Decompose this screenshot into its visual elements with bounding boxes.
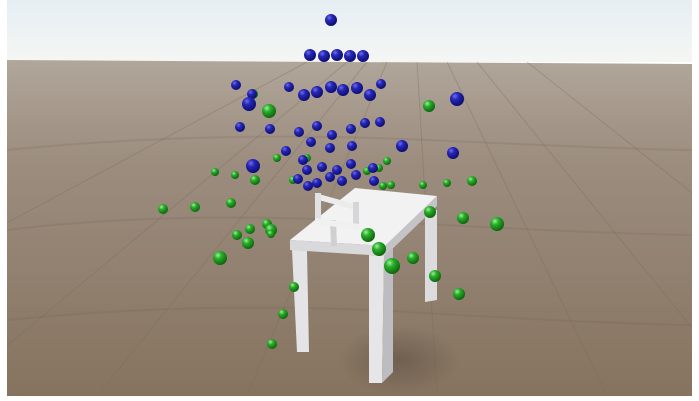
blue-sphere bbox=[318, 50, 330, 62]
green-sphere bbox=[190, 202, 200, 212]
blue-sphere bbox=[369, 176, 379, 186]
blue-sphere bbox=[337, 176, 347, 186]
blue-sphere bbox=[265, 124, 275, 134]
blue-sphere bbox=[231, 80, 241, 90]
bracket-left bbox=[315, 193, 321, 222]
table-leg-side-right bbox=[382, 248, 393, 383]
blue-sphere bbox=[396, 140, 408, 152]
blue-sphere bbox=[246, 159, 260, 173]
blue-sphere bbox=[357, 50, 369, 62]
blue-sphere bbox=[306, 137, 316, 147]
blue-sphere bbox=[312, 178, 322, 188]
green-sphere bbox=[453, 288, 465, 300]
blue-sphere bbox=[325, 81, 337, 93]
blue-sphere bbox=[364, 89, 376, 101]
table-top-side-edge bbox=[385, 196, 437, 256]
green-sphere bbox=[372, 242, 386, 256]
green-sphere bbox=[231, 171, 239, 179]
blue-sphere bbox=[284, 82, 294, 92]
blue-sphere bbox=[376, 79, 386, 89]
game-viewport[interactable] bbox=[7, 0, 692, 396]
green-sphere bbox=[443, 179, 451, 187]
green-sphere bbox=[232, 230, 242, 240]
blue-sphere bbox=[281, 146, 291, 156]
green-sphere bbox=[267, 230, 275, 238]
table-top bbox=[290, 188, 437, 246]
blue-sphere bbox=[311, 86, 323, 98]
blue-sphere bbox=[247, 89, 257, 99]
scene-3d-view[interactable] bbox=[7, 0, 692, 396]
blue-sphere bbox=[317, 162, 327, 172]
green-sphere bbox=[242, 237, 254, 249]
table-leg-front-left bbox=[292, 250, 309, 352]
green-sphere bbox=[250, 175, 260, 185]
blue-sphere bbox=[242, 97, 256, 111]
blue-sphere bbox=[337, 84, 349, 96]
blue-sphere bbox=[303, 181, 313, 191]
green-sphere bbox=[245, 224, 255, 234]
green-sphere bbox=[407, 252, 419, 264]
green-sphere bbox=[423, 100, 435, 112]
green-sphere bbox=[467, 176, 477, 186]
blue-sphere bbox=[325, 14, 337, 26]
green-sphere bbox=[289, 282, 299, 292]
blue-sphere bbox=[331, 49, 343, 61]
blue-sphere bbox=[368, 163, 378, 173]
blue-sphere bbox=[375, 117, 385, 127]
table-leg-back-right bbox=[425, 210, 437, 302]
blue-sphere bbox=[327, 130, 337, 140]
blue-sphere bbox=[304, 49, 316, 61]
blue-sphere bbox=[235, 122, 245, 132]
spheres-layer bbox=[158, 14, 504, 349]
green-sphere bbox=[379, 182, 387, 190]
table-top-front-edge bbox=[290, 240, 385, 256]
bracket-arm bbox=[315, 193, 355, 210]
blue-sphere bbox=[351, 170, 361, 180]
blue-sphere bbox=[450, 92, 464, 106]
table-leg-front-right bbox=[369, 255, 384, 383]
bracket-right bbox=[353, 202, 359, 229]
blue-sphere bbox=[360, 118, 370, 128]
green-sphere bbox=[457, 212, 469, 224]
blue-sphere bbox=[325, 143, 335, 153]
blue-sphere bbox=[351, 82, 363, 94]
green-sphere bbox=[158, 204, 168, 214]
blue-sphere bbox=[344, 50, 356, 62]
blue-sphere bbox=[298, 89, 310, 101]
blue-sphere bbox=[346, 159, 356, 169]
blue-sphere bbox=[293, 174, 303, 184]
blue-sphere bbox=[325, 172, 335, 182]
blue-sphere bbox=[294, 127, 304, 137]
green-sphere bbox=[262, 104, 276, 118]
blue-sphere bbox=[346, 124, 356, 134]
green-sphere bbox=[383, 157, 391, 165]
green-sphere bbox=[490, 217, 504, 231]
table-shadow bbox=[339, 325, 459, 395]
blue-sphere bbox=[312, 121, 322, 131]
green-sphere bbox=[361, 228, 375, 242]
green-sphere bbox=[211, 168, 219, 176]
green-sphere bbox=[384, 258, 400, 274]
green-sphere bbox=[387, 181, 395, 189]
table bbox=[290, 188, 437, 383]
blue-sphere bbox=[447, 147, 459, 159]
green-sphere bbox=[424, 206, 436, 218]
green-sphere bbox=[278, 309, 288, 319]
green-sphere bbox=[429, 270, 441, 282]
green-sphere bbox=[419, 181, 427, 189]
green-sphere bbox=[213, 251, 227, 265]
blue-sphere bbox=[332, 165, 342, 175]
blue-sphere bbox=[347, 141, 357, 151]
green-sphere bbox=[267, 339, 277, 349]
green-sphere bbox=[273, 154, 281, 162]
green-sphere bbox=[226, 198, 236, 208]
bracket-base bbox=[315, 218, 359, 230]
blue-sphere bbox=[298, 155, 308, 165]
blue-sphere bbox=[302, 165, 312, 175]
